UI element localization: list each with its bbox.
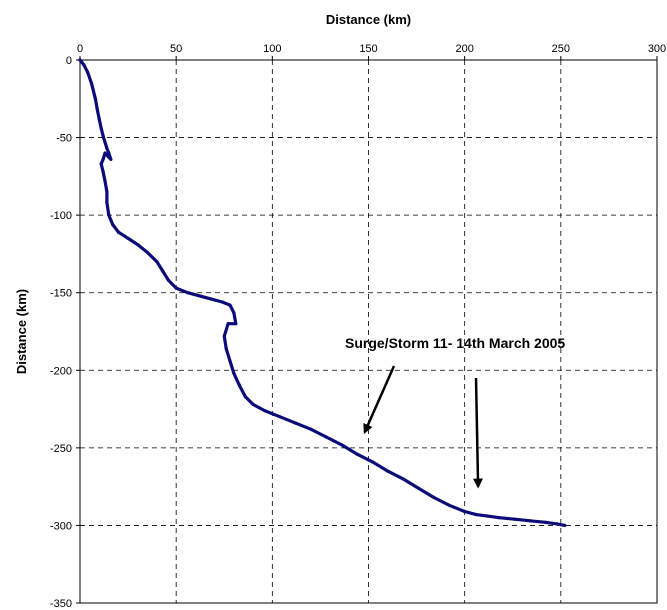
data-point: [293, 421, 297, 425]
data-point: [101, 170, 105, 174]
data-point: [228, 303, 232, 307]
data-point: [340, 443, 344, 447]
data-point: [416, 486, 421, 490]
x-tick-label: 0: [77, 43, 83, 55]
y-tick-label: -250: [50, 443, 72, 455]
x-tick-label: 250: [552, 43, 570, 55]
data-point: [99, 126, 103, 130]
data-point: [109, 157, 113, 161]
data-point: [174, 286, 178, 290]
data-point: [116, 230, 121, 234]
data-point: [101, 134, 105, 138]
data-point: [107, 151, 111, 155]
data-point: [78, 58, 82, 62]
data-point: [103, 179, 107, 183]
data-point: [186, 291, 190, 295]
x-tick-label: 200: [455, 43, 473, 55]
data-point: [86, 70, 90, 74]
x-tick-label: 300: [648, 43, 666, 55]
data-point: [95, 108, 99, 112]
data-point: [111, 222, 115, 227]
data-point: [101, 157, 105, 161]
data-point: [355, 452, 359, 456]
annotation-arrow: [363, 365, 396, 435]
data-point: [105, 201, 109, 205]
data-point: [228, 359, 232, 363]
data-point: [93, 97, 97, 101]
data-point: [103, 151, 107, 155]
data-point: [497, 516, 501, 520]
data-point: [401, 477, 405, 481]
ticks: 0 50 100 150 200 250 300 0 -50 -100 -150 -200 -250 -3…: [50, 43, 666, 610]
y-tick-label: 0: [66, 55, 72, 67]
data-point: [197, 294, 201, 298]
data-point: [222, 334, 226, 338]
data-point: [97, 117, 101, 121]
data-point: [463, 509, 467, 514]
data-point: [166, 278, 171, 282]
data-point: [386, 469, 390, 473]
data-point: [238, 384, 242, 388]
x-tick-label: 150: [359, 43, 377, 55]
data-point: [513, 517, 517, 521]
y-tick-label: -300: [50, 520, 72, 532]
data-point: [528, 519, 532, 523]
data-point: [161, 269, 165, 273]
data-point: [232, 311, 236, 315]
data-point: [224, 347, 228, 351]
data-point: [89, 81, 94, 85]
data-point: [309, 427, 313, 431]
annotation-layer: Surge/Storm 11- 14th March 2005: [345, 335, 565, 489]
data-point: [145, 250, 149, 254]
y-tick-label: -100: [50, 210, 72, 222]
y-axis-title: Distance (km): [14, 289, 29, 374]
series-layer: [78, 58, 567, 528]
x-tick-label: 100: [263, 43, 281, 55]
x-tick-label: 50: [170, 43, 182, 55]
data-point: [555, 522, 559, 526]
data-point: [226, 322, 230, 326]
data-point: [136, 243, 140, 247]
y-tick-label: -150: [50, 288, 72, 300]
data-point: [563, 523, 567, 528]
data-point: [105, 146, 109, 150]
annotation-arrow: [472, 377, 483, 489]
y-tick-label: -50: [56, 133, 72, 145]
data-point: [278, 415, 282, 419]
data-point: [220, 300, 224, 304]
data-point: [105, 190, 109, 194]
y-tick-label: -350: [50, 598, 72, 610]
data-point: [447, 503, 451, 507]
data-point: [103, 140, 107, 144]
data-point: [232, 371, 236, 375]
data-point: [251, 402, 255, 406]
data-point: [155, 260, 159, 264]
data-point: [324, 435, 328, 439]
annotation-text: Surge/Storm 11- 14th March 2005: [345, 335, 565, 351]
y-tick-label: -200: [50, 365, 72, 377]
data-point: [209, 297, 213, 301]
data-point: [107, 213, 111, 217]
data-point: [82, 63, 86, 67]
data-point: [474, 513, 478, 517]
data-point: [543, 520, 548, 524]
data-point: [234, 322, 238, 326]
data-point: [432, 495, 436, 500]
data-point: [263, 409, 267, 413]
data-point: [99, 162, 103, 166]
data-point: [243, 395, 247, 399]
data-point: [370, 460, 374, 464]
x-axis-title: Distance (km): [326, 12, 411, 27]
data-point: [486, 514, 490, 518]
data-point: [126, 236, 130, 240]
